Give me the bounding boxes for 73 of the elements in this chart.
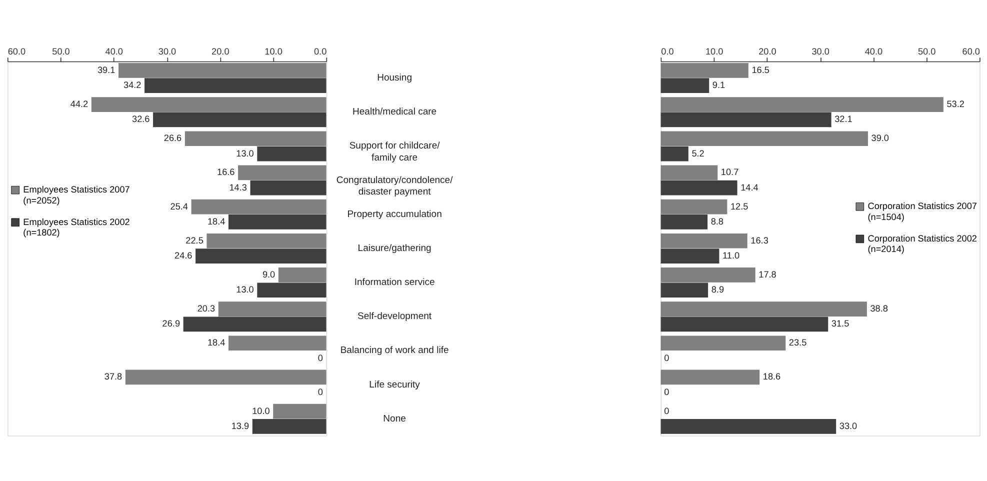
data-label: 10.7 (720, 167, 739, 178)
data-label: 25.4 (170, 201, 188, 212)
data-label: 38.8 (870, 304, 888, 314)
data-label: 16.5 (752, 64, 770, 75)
y-tick-label: Laisure/gathering (358, 242, 432, 254)
data-label: 39.0 (871, 133, 889, 144)
data-label: 39.1 (97, 64, 116, 75)
x-tick-label: 30.0 (812, 46, 830, 56)
data-label: 16.3 (750, 235, 768, 246)
x-tick-label: 40.0 (105, 46, 123, 56)
data-label: 44.2 (70, 99, 88, 110)
data-label: 26.6 (164, 133, 182, 144)
x-tick-label: 40.0 (864, 46, 883, 56)
data-label: 24.6 (174, 250, 192, 261)
y-tick-label: Housing (377, 72, 412, 84)
data-label: 12.5 (730, 201, 748, 212)
data-label: 23.5 (788, 338, 807, 348)
y-tick-label: Information service (354, 277, 435, 288)
data-label: 5.2 (692, 148, 704, 158)
y-tick-label: Balancing of work and life (340, 345, 449, 356)
x-tick-label: 20.0 (212, 46, 230, 56)
y-tick-label: Property accumulation (347, 208, 442, 220)
data-label: 8.8 (710, 216, 724, 226)
data-label: 18.4 (207, 338, 226, 348)
x-tick-label: 0.0 (661, 46, 674, 56)
data-label: 14.4 (740, 182, 758, 192)
data-label: 31.5 (831, 318, 850, 329)
data-label: 37.8 (104, 372, 122, 382)
x-tick-label: 30.0 (158, 46, 176, 56)
data-label: 13.9 (231, 420, 250, 431)
legend-label: Employees Statistics 2007 (n=2052) (23, 184, 130, 206)
data-label: 9.1 (712, 80, 726, 90)
data-label: 14.3 (229, 182, 247, 192)
x-tick-label: 10.0 (264, 46, 282, 56)
x-tick-label: 60.0 (962, 46, 980, 56)
x-tick-label: 60.0 (8, 46, 26, 56)
data-label: 9.0 (262, 269, 276, 280)
data-label: 0 (664, 386, 670, 397)
legend-label: Employees Statistics 2002 (n=1802) (23, 216, 130, 238)
data-label: 0 (664, 352, 670, 363)
y-tick-label: None (383, 413, 406, 424)
data-label: 13.0 (236, 148, 254, 158)
data-label: 13.0 (236, 284, 254, 295)
data-label: 16.6 (217, 167, 235, 178)
data-label: 0 (318, 352, 323, 363)
x-tick-label: 0.0 (314, 46, 327, 56)
data-label: 10.0 (252, 406, 270, 416)
data-label: 32.1 (834, 114, 852, 124)
y-tick-label: Health/medical care (352, 106, 437, 118)
y-tick-label: Congratulatory/condolence/ disaster payment (336, 174, 454, 198)
data-label: 53.2 (946, 99, 964, 110)
data-label: 17.8 (758, 269, 776, 280)
data-label: 0 (318, 386, 323, 397)
x-tick-label: 10.0 (705, 46, 724, 56)
x-tick-label: 50.0 (918, 46, 936, 56)
data-label: 22.5 (186, 235, 204, 246)
y-tick-label: Self-development (358, 311, 432, 322)
data-label: 32.6 (132, 114, 150, 124)
y-tick-label: Life security (369, 379, 420, 390)
data-label: 33.0 (839, 420, 858, 431)
data-label: 8.9 (711, 284, 724, 295)
data-label: 26.9 (162, 318, 180, 329)
data-label: 11.0 (722, 250, 740, 261)
x-tick-label: 50.0 (52, 46, 70, 56)
data-label: 20.3 (197, 304, 216, 314)
legend-label: Corporation Statistics 2002 (n=2014) (868, 233, 977, 254)
legend-label: Corporation Statistics 2007 (n=1504) (868, 201, 977, 222)
data-label: 18.6 (762, 372, 781, 382)
y-tick-label: Support for childcare/ family care (349, 140, 440, 164)
x-tick-label: 20.0 (758, 46, 776, 56)
data-label: 34.2 (124, 80, 142, 90)
data-label: 18.4 (207, 216, 226, 226)
data-label: 0 (664, 406, 670, 416)
